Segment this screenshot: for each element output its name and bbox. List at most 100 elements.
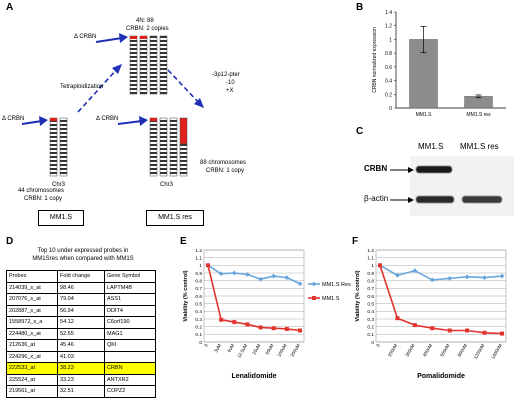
x-axis-title: Pomalidomide (417, 373, 465, 380)
left-chromosome-count: 44 chromosomes (18, 188, 65, 194)
probe-cell: 202887_s_at (5, 304, 59, 317)
point-mm1s (284, 326, 289, 331)
point-mm1s-res (499, 273, 505, 279)
blot-col-mm1s-res: MM1.S res (460, 142, 499, 151)
y-tick-label: 0.5 (195, 301, 202, 307)
table-row: 212636_at 45.46 QKI (5, 339, 157, 352)
point-mm1s (412, 323, 417, 328)
y-tick-label: 0.3 (367, 317, 374, 323)
bar-mm1-s-res (464, 96, 493, 109)
gene-symbol-cell: ASS1 (103, 293, 157, 306)
top-crbn-copies: CRBN: 2 copies (126, 26, 169, 32)
blot-row-crbn: CRBN (364, 164, 388, 173)
y-tick-label: 1.2 (195, 248, 202, 254)
table-row: 222533_at 38.23 CRBN (5, 362, 157, 375)
fold-change-cell: 56.94 (57, 304, 105, 317)
y-tick-label: 0.2 (195, 324, 202, 330)
x-tick-label: 1600nM (490, 343, 503, 360)
blot-row-actin: β-actin (364, 194, 389, 203)
x-tick-label: MM1.S res (466, 112, 491, 118)
x-tick-label: 800nM (457, 343, 468, 358)
table-row: 224296_x_at 41.03 (5, 350, 157, 363)
x-tick-label: 300nM (404, 343, 415, 358)
y-tick-label: 1.4 (385, 10, 392, 16)
x-tick-label: 200uM (290, 343, 301, 358)
y-tick-label: 0.9 (367, 271, 374, 277)
series-line-mm1s-res (379, 264, 503, 281)
probe-table: Probes Fold change Gene Symbol 214039_s_… (5, 270, 157, 398)
gene-symbol-cell: QKI (103, 339, 157, 352)
y-tick-label: 0.4 (385, 79, 392, 85)
y-tick-label: 1.2 (385, 24, 392, 30)
point-mm1s (245, 322, 250, 327)
probe-cell: 219561_at (5, 385, 59, 398)
blot-arrows (390, 167, 414, 203)
x-tick-label: 12.5uM (236, 343, 248, 359)
table-row: 207076_s_at 79.04 ASS1 (5, 293, 157, 306)
mm1s-box: MM1.S (38, 210, 84, 226)
fold-change-cell: 32.51 (57, 385, 105, 398)
actin-band-1 (416, 196, 454, 203)
y-tick-label: 1 (371, 263, 374, 269)
tetraploidization-label: Tetraploidization (60, 84, 104, 90)
chr3-label-left: Chr3 (52, 182, 66, 188)
gene-symbol-cell: DDIT4 (103, 304, 157, 317)
x-tick-label: 0 (203, 343, 209, 348)
y-axis-title: CRBN normalized expression (372, 27, 378, 93)
left-crbn-copies: CRBN: 1 copy (24, 196, 63, 202)
karyotype-diagram (21, 33, 204, 177)
y-tick-label: 0.6 (367, 294, 374, 300)
point-mm1s (500, 331, 504, 336)
y-tick-label: 0.8 (367, 278, 374, 284)
fold-change-cell: 33.23 (57, 373, 105, 386)
panel-label-e: E (180, 236, 187, 247)
point-mm1s-res (464, 274, 470, 280)
delta-crbn-top: Δ CRBN (74, 34, 97, 40)
point-mm1s (298, 328, 302, 333)
series-line-mm1s (207, 265, 301, 332)
right-crbn-copies: CRBN: 1 copy (206, 168, 245, 174)
panel-label-a: A (6, 2, 14, 13)
x-tick-label: MM1.S (416, 112, 433, 118)
point-mm1s-res (284, 275, 290, 280)
table-row: 225524_at 33.23 ANTXR2 (5, 373, 157, 386)
probe-cell: 224480_s_at (5, 327, 59, 340)
legend-label: MM1.S (322, 296, 340, 302)
y-tick-label: 0.8 (385, 51, 392, 57)
panel-f-chart: 00.10.20.30.40.50.60.70.80.911.11.20 200n… (355, 248, 507, 380)
point-mm1s-res (412, 268, 418, 274)
table-row: 224480_s_at 52.65 MAG1 (5, 327, 157, 340)
panel-label-d: D (6, 236, 14, 247)
panel-label-b: B (356, 2, 364, 13)
y-tick-label: 0 (371, 340, 374, 346)
point-mm1s (482, 330, 487, 335)
legend-label: MM1.S Res (322, 282, 351, 288)
panel-label-f: F (352, 236, 359, 247)
y-tick-label: 1 (199, 263, 202, 269)
table-row: 219561_at 32.51 COPZ2 (5, 385, 157, 398)
y-tick-label: 0.1 (367, 332, 374, 338)
mm1s-res-box: MM1.S res (146, 210, 204, 226)
panel-label-c: C (356, 126, 364, 137)
delta-crbn-left: Δ CRBN (2, 116, 25, 122)
top-karyotype-label: 4N: 88 (136, 18, 154, 24)
x-tick-label: 500nM (439, 343, 450, 358)
legend-marker (312, 296, 316, 300)
x-axis-title: Lenalidomide (231, 373, 276, 380)
fold-change-cell: 54.12 (57, 316, 105, 329)
actin-band-2 (462, 196, 502, 203)
point-mm1s (378, 263, 382, 268)
probe-cell: 222533_at (5, 362, 59, 375)
chr3-label-right: Chr3 (160, 182, 174, 188)
x-tick-label: 200nM (387, 343, 398, 358)
point-mm1s (271, 326, 276, 331)
header-fold-change: Fold change (57, 270, 105, 283)
x-tick-label: 50uM (265, 343, 275, 356)
point-mm1s (395, 316, 400, 321)
y-tick-label: 0.3 (195, 317, 202, 323)
fold-change-cell: 79.04 (57, 293, 105, 306)
point-mm1s-res (429, 277, 435, 283)
deletion-arrow (167, 69, 201, 105)
y-axis-title: Viability (% control) (355, 270, 361, 321)
y-tick-label: 0 (199, 340, 202, 346)
